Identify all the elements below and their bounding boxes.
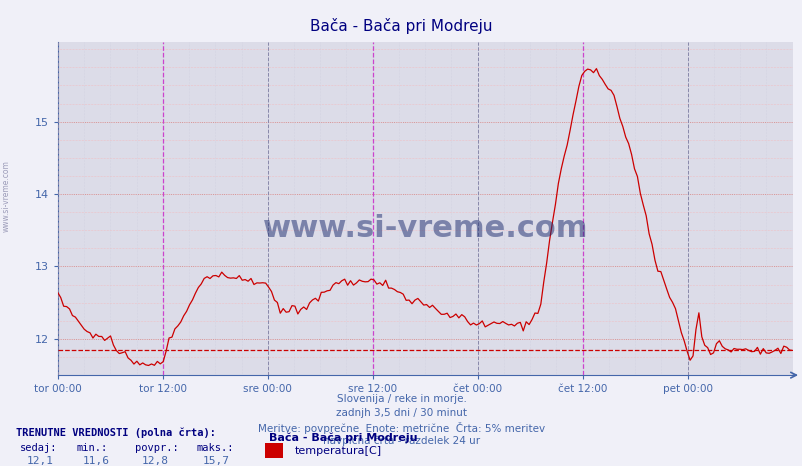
Text: 12,8: 12,8	[141, 456, 168, 466]
Text: maks.:: maks.:	[196, 443, 234, 452]
Text: 15,7: 15,7	[203, 456, 230, 466]
Text: www.si-vreme.com: www.si-vreme.com	[2, 160, 11, 232]
Text: Meritve: povprečne  Enote: metrične  Črta: 5% meritev: Meritve: povprečne Enote: metrične Črta:…	[257, 422, 545, 434]
Text: 11,6: 11,6	[83, 456, 110, 466]
Text: navpična črta - razdelek 24 ur: navpična črta - razdelek 24 ur	[322, 436, 480, 446]
Text: sedaj:: sedaj:	[20, 443, 58, 452]
Text: 12,1: 12,1	[26, 456, 54, 466]
Text: povpr.:: povpr.:	[135, 443, 178, 452]
Text: TRENUTNE VREDNOSTI (polna črta):: TRENUTNE VREDNOSTI (polna črta):	[16, 428, 216, 439]
Text: Bača - Bača pri Modreju: Bača - Bača pri Modreju	[310, 18, 492, 34]
Text: Slovenija / reke in morje.: Slovenija / reke in morje.	[336, 394, 466, 404]
Text: temperatura[C]: temperatura[C]	[294, 445, 381, 456]
Text: min.:: min.:	[76, 443, 107, 452]
Text: zadnjh 3,5 dni / 30 minut: zadnjh 3,5 dni / 30 minut	[335, 408, 467, 418]
Text: Bača - Bača pri Modreju: Bača - Bača pri Modreju	[269, 432, 417, 443]
Text: www.si-vreme.com: www.si-vreme.com	[262, 214, 587, 243]
